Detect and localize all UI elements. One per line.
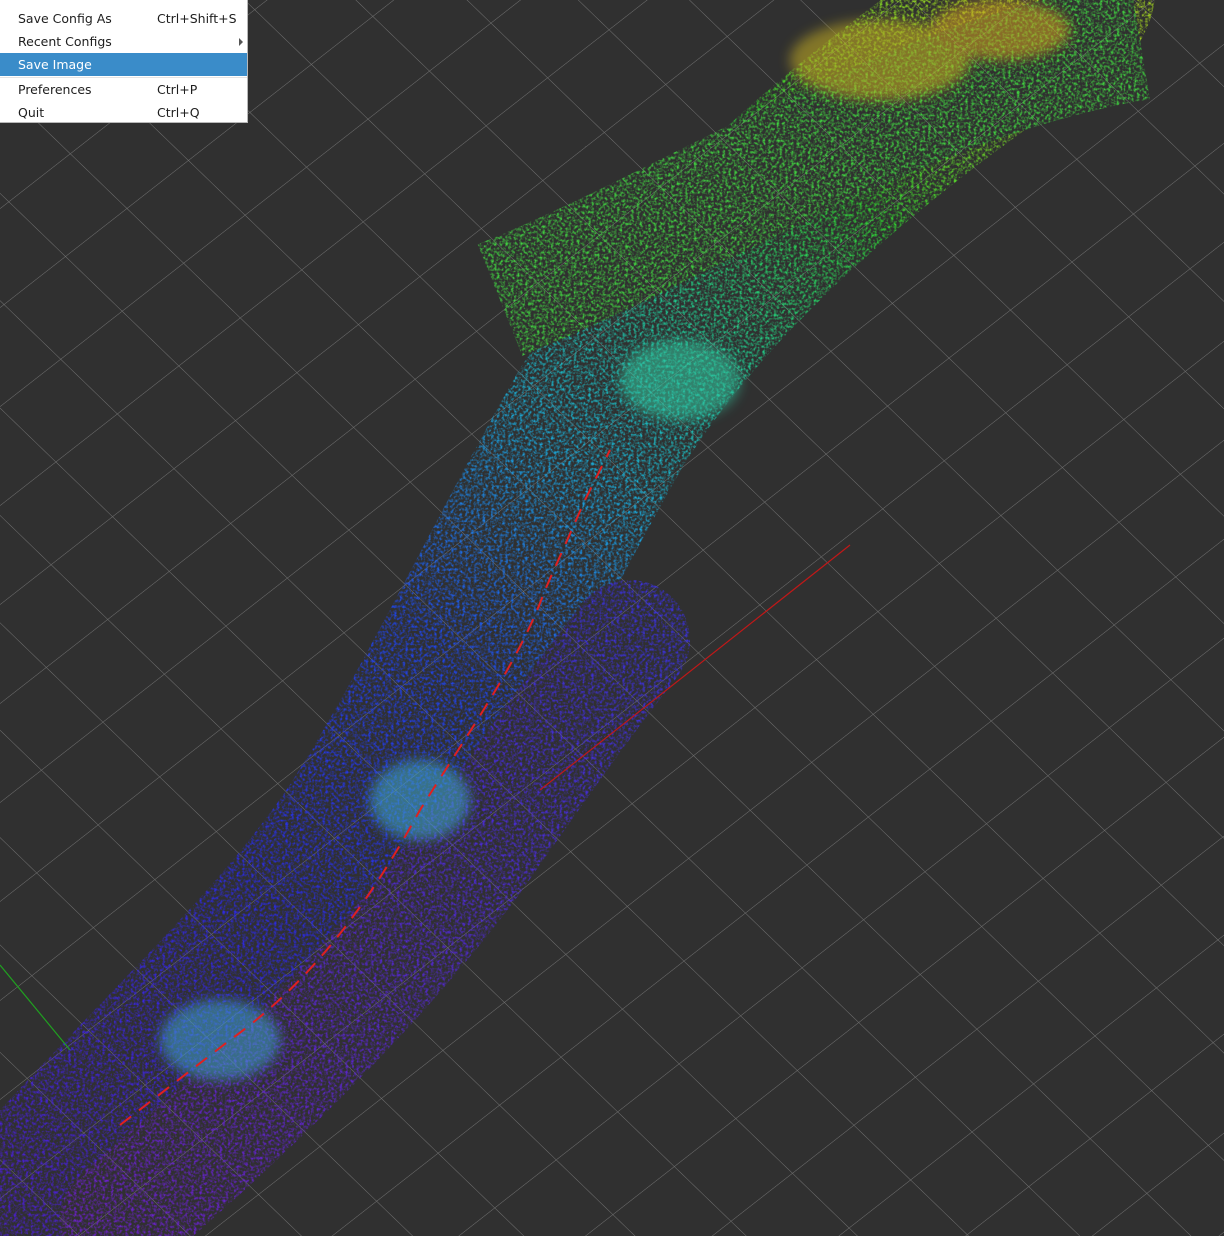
menu-label: Save Image [18, 57, 92, 72]
x-axis [539, 544, 851, 791]
submenu-arrow [239, 38, 243, 46]
menu-item[interactable]: Quit Ctrl+Q [0, 101, 247, 124]
menu-shortcut: Ctrl+Shift+S [157, 11, 237, 26]
menu-shortcut: Ctrl+Q [157, 105, 200, 120]
cloud-patch [620, 340, 740, 420]
cloud-band [60, 580, 690, 1236]
menu-item[interactable]: Preferences Ctrl+P [0, 78, 247, 101]
cloud-patch [930, 0, 1070, 60]
menu-label: Quit [18, 105, 45, 120]
menu-label: Recent Configs [18, 34, 112, 49]
menu-item[interactable]: Recent Configs [0, 30, 247, 53]
file-menu: Save Config As Ctrl+Shift+S Recent Confi… [0, 0, 248, 123]
menu-label: Preferences [18, 82, 92, 97]
y-axis [0, 964, 71, 1051]
cloud-patch [790, 20, 970, 100]
menu-separator [0, 77, 247, 78]
menu-item[interactable]: Save Image [0, 53, 247, 76]
cloud-patch [370, 760, 470, 840]
cloud-patches [160, 0, 1070, 1080]
cloud-patch [160, 1000, 280, 1080]
menu-label: Save Config As [18, 11, 112, 26]
cloud-band [477, 0, 1151, 356]
menu-shortcut: Ctrl+P [157, 82, 198, 97]
trajectory [119, 449, 611, 1126]
menu-item[interactable]: Save Config As Ctrl+Shift+S [0, 7, 247, 30]
